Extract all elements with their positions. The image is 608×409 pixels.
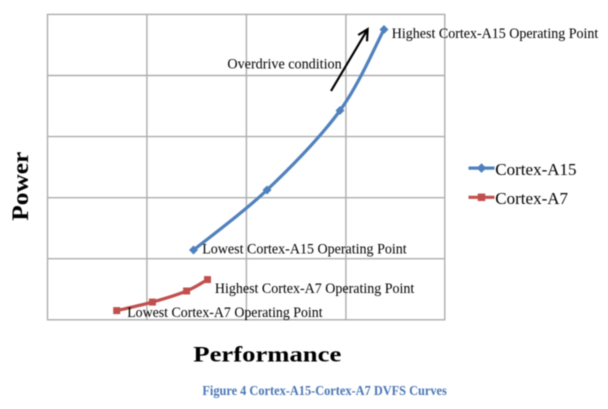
svg-text:Performance: Performance [193, 342, 341, 367]
svg-text:Highest Cortex-A15 Operating P: Highest Cortex-A15 Operating Point [392, 26, 599, 42]
svg-text:Cortex-A7: Cortex-A7 [495, 189, 568, 208]
svg-text:Overdrive condition: Overdrive condition [227, 56, 342, 72]
svg-text:Power: Power [8, 152, 33, 221]
svg-text:Lowest Cortex-A7 Operating Poi: Lowest Cortex-A7 Operating Point [127, 305, 323, 321]
svg-text:Figure 4 Cortex-A15-Cortex-A7: Figure 4 Cortex-A15-Cortex-A7 DVFS Curve… [202, 384, 447, 399]
svg-text:Lowest Cortex-A15 Operating Po: Lowest Cortex-A15 Operating Point [202, 241, 407, 257]
svg-text:Cortex-A15: Cortex-A15 [495, 160, 576, 179]
svg-text:Highest Cortex-A7 Operating Po: Highest Cortex-A7 Operating Point [215, 281, 415, 297]
